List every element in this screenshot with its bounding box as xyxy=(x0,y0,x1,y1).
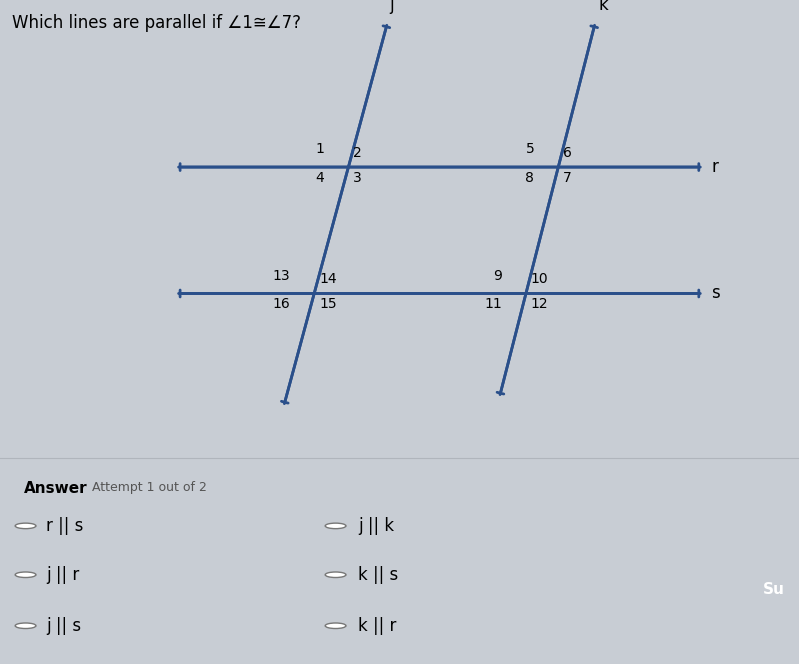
Circle shape xyxy=(15,523,36,529)
Text: j || s: j || s xyxy=(46,617,81,635)
Circle shape xyxy=(325,523,346,529)
Text: s: s xyxy=(711,284,720,303)
Text: 6: 6 xyxy=(563,146,572,160)
Text: k || r: k || r xyxy=(358,617,396,635)
Text: 15: 15 xyxy=(319,297,336,311)
Text: Attempt 1 out of 2: Attempt 1 out of 2 xyxy=(92,481,207,494)
Text: r || s: r || s xyxy=(46,517,84,535)
Text: Answer: Answer xyxy=(24,481,88,496)
Text: 10: 10 xyxy=(531,272,548,286)
Text: 9: 9 xyxy=(493,269,502,283)
Text: j || r: j || r xyxy=(46,566,80,584)
Text: j || k: j || k xyxy=(358,517,394,535)
Text: 2: 2 xyxy=(353,146,362,160)
Text: Which lines are parallel if ∠1≅∠7?: Which lines are parallel if ∠1≅∠7? xyxy=(12,13,301,32)
Text: j: j xyxy=(389,0,394,13)
Text: 5: 5 xyxy=(526,142,535,156)
Text: 16: 16 xyxy=(272,297,290,311)
Text: k || s: k || s xyxy=(358,566,398,584)
Circle shape xyxy=(325,572,346,578)
Circle shape xyxy=(325,623,346,629)
Text: 1: 1 xyxy=(316,142,324,156)
Text: 7: 7 xyxy=(563,171,572,185)
Text: Su: Su xyxy=(763,582,785,597)
Text: 12: 12 xyxy=(531,297,548,311)
Text: 3: 3 xyxy=(353,171,362,185)
Text: 14: 14 xyxy=(319,272,336,286)
Text: 11: 11 xyxy=(484,297,502,311)
Circle shape xyxy=(15,572,36,578)
Text: k: k xyxy=(598,0,608,13)
Text: 8: 8 xyxy=(526,171,535,185)
Text: 13: 13 xyxy=(272,269,290,283)
Text: 4: 4 xyxy=(316,171,324,185)
Text: r: r xyxy=(711,158,718,176)
Circle shape xyxy=(15,623,36,629)
